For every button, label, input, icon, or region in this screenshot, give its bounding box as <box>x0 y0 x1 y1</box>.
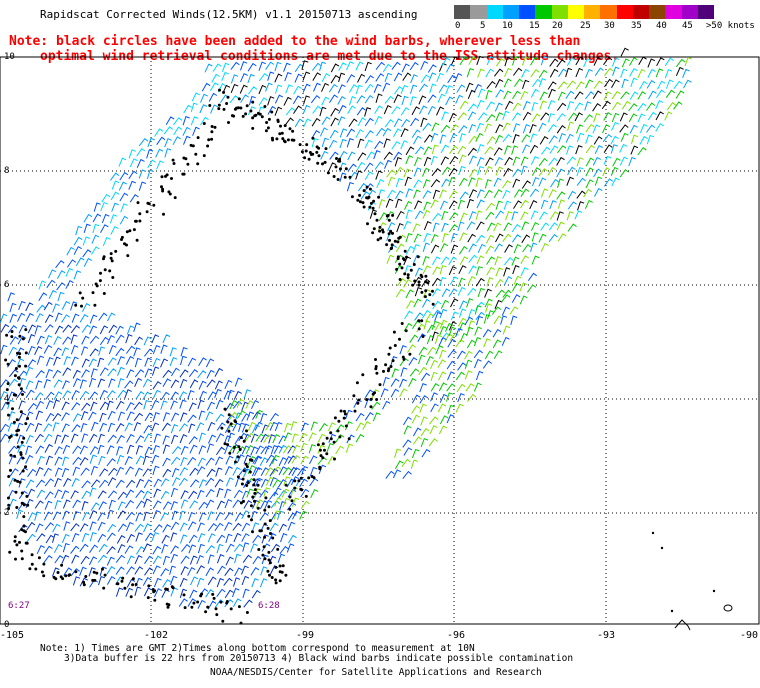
swath-top-right-swath <box>360 47 692 343</box>
lon-label-105: -105 <box>0 630 25 641</box>
legend-label-15: 15 <box>529 21 540 31</box>
legend-swatch <box>535 5 552 19</box>
swath-right-diagonal <box>385 272 537 480</box>
swath-time-1: 6:27 <box>8 601 30 611</box>
legend-swatch <box>697 5 714 19</box>
legend-swatch <box>584 5 601 19</box>
contamination-note-line1: Note: black circles have been added to t… <box>9 34 581 49</box>
legend-label-25: 25 <box>580 21 591 31</box>
swath-top-band <box>204 60 482 192</box>
legend-swatch <box>551 5 568 19</box>
legend-label-40: 40 <box>656 21 667 31</box>
legend-swatch <box>502 5 519 19</box>
legend-swatch <box>649 5 666 19</box>
legend-swatch <box>600 5 617 19</box>
footer-note-line2: 3)Data buffer is 22 hrs from 20150713 4)… <box>64 653 574 664</box>
legend-swatch <box>681 5 698 19</box>
legend-swatch <box>454 5 471 19</box>
swath-lower-left-swath <box>0 292 307 610</box>
map-grid <box>0 56 760 625</box>
lon-label-93: -93 <box>597 630 616 641</box>
legend-label-0: 0 <box>455 21 461 31</box>
coastline <box>651 531 733 631</box>
wind-speed-legend <box>454 5 714 19</box>
legend-swatch <box>616 5 633 19</box>
swath-center-diagonal <box>227 311 454 520</box>
swath-time-2: 6:28 <box>258 601 280 611</box>
map-title: Rapidscat Corrected Winds(12.5KM) v1.1 2… <box>40 8 418 21</box>
legend-swatch <box>486 5 503 19</box>
lon-label-90: -90 <box>740 630 759 641</box>
legend-swatch <box>470 5 487 19</box>
footer-note-line1: Note: 1) Times are GMT 2)Times along bot… <box>40 643 475 654</box>
legend-swatch <box>567 5 584 19</box>
wind-barbs <box>0 47 692 610</box>
legend-swatch <box>665 5 682 19</box>
legend-label-10: 10 <box>502 21 513 31</box>
lon-label-99: -99 <box>296 630 315 641</box>
lon-label-102: -102 <box>144 630 169 641</box>
lat-label-8: 8 <box>4 166 10 176</box>
legend-label-5: 5 <box>480 21 486 31</box>
legend-label-20: 20 <box>552 21 563 31</box>
swath-upper-left-band <box>38 82 229 302</box>
legend-label-30: 30 <box>604 21 615 31</box>
lat-label-4: 4 <box>4 394 10 404</box>
legend-label-50: >50 knots <box>706 21 755 31</box>
lat-label-2: 2 <box>4 508 10 518</box>
legend-label-45: 45 <box>682 21 693 31</box>
lon-label-96: -96 <box>447 630 466 641</box>
lat-label-6: 6 <box>4 280 10 290</box>
lat-label-0: 0 <box>4 620 10 630</box>
legend-label-35: 35 <box>631 21 642 31</box>
legend-swatch <box>632 5 649 19</box>
lat-label-10: 10 <box>4 52 15 62</box>
footer-credit: NOAA/NESDIS/Center for Satellite Applica… <box>210 667 542 678</box>
legend-swatch <box>519 5 536 19</box>
